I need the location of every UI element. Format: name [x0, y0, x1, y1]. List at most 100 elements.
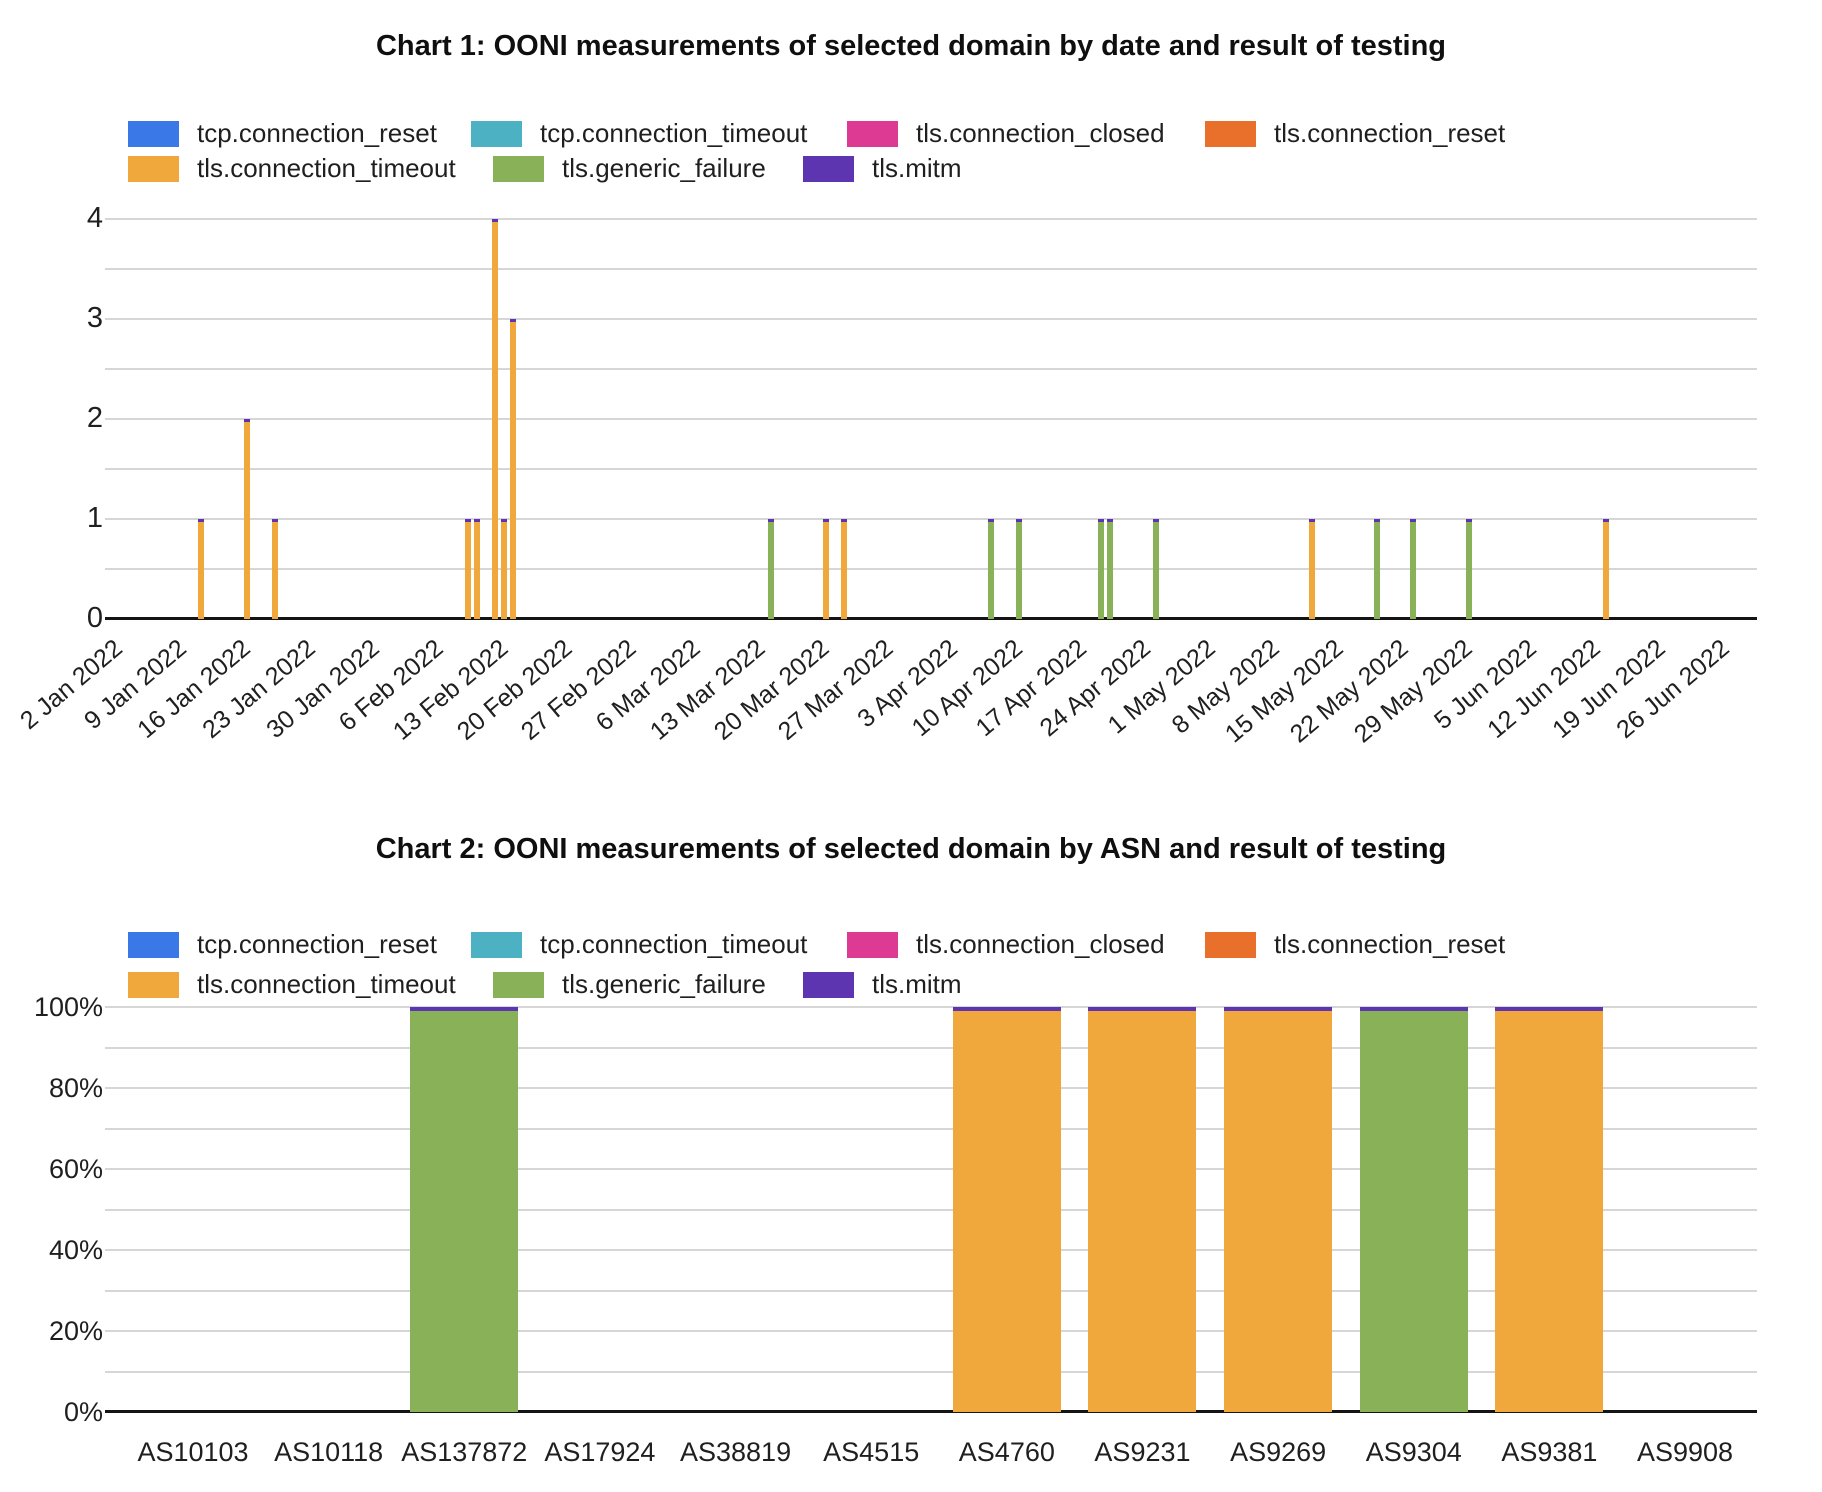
- y-tick-label: 0: [86, 602, 103, 634]
- legend-swatch-tls.connection_timeout: [128, 155, 179, 182]
- gridline: [105, 1208, 1757, 1211]
- chart2-title: Chart 2: OONI measurements of selected d…: [375, 833, 1447, 865]
- legend-item-tcp.connection_timeout: tcp.connection_timeout: [471, 929, 807, 960]
- bar-AS9231-tls.connection_timeout[interactable]: [1088, 1007, 1197, 1412]
- legend-item-tls.mitm: tls.mitm: [803, 969, 962, 1000]
- gridline: [105, 1168, 1757, 1170]
- legend-swatch-tls.generic_failure: [493, 971, 544, 998]
- x-tick-label-AS10103: AS10103: [137, 1437, 249, 1467]
- bar-17-Jan-2022-tls.connection_timeout[interactable]: [244, 419, 251, 619]
- y-tick-label: 60%: [48, 1154, 103, 1184]
- gridline: [105, 318, 1757, 320]
- legend-item-tls.connection_reset: tls.connection_reset: [1205, 118, 1505, 149]
- bar-21-Mar-2022-tls.connection_timeout[interactable]: [822, 519, 829, 619]
- gridline: [105, 518, 1757, 520]
- bar-AS4760-tls.connection_timeout[interactable]: [952, 1007, 1061, 1412]
- legend-label: tls.connection_closed: [916, 118, 1165, 148]
- legend-swatch-tls.connection_reset: [1205, 120, 1256, 147]
- bar-15-Mar-2022-tls.generic_failure[interactable]: [767, 519, 774, 619]
- legend-label: tls.mitm: [872, 969, 962, 999]
- gridline: [105, 1006, 1757, 1008]
- legend-swatch-tls.connection_closed: [847, 931, 898, 958]
- y-tick-label: 0%: [63, 1397, 103, 1427]
- legend-label: tls.mitm: [872, 153, 962, 183]
- gridline: [105, 1249, 1757, 1251]
- legend-label: tls.generic_failure: [562, 969, 766, 999]
- y-tick-label: 80%: [48, 1073, 103, 1103]
- legend-swatch-tls.connection_timeout: [128, 971, 179, 998]
- gridline: [105, 1370, 1757, 1373]
- bar-14-Jun-2022-tls.connection_timeout[interactable]: [1603, 519, 1610, 619]
- bar-AS9269-tls.connection_timeout[interactable]: [1224, 1007, 1333, 1412]
- legend-label: tcp.connection_timeout: [540, 929, 808, 959]
- legend-swatch-tls.mitm: [803, 971, 854, 998]
- x-axis-line: [105, 1410, 1757, 1413]
- legend-label: tls.connection_closed: [916, 929, 1165, 959]
- legend-item-tls.generic_failure: tls.generic_failure: [493, 969, 766, 1000]
- bar-8-Apr-2022-tls.generic_failure[interactable]: [987, 519, 994, 619]
- gridline: [105, 1046, 1757, 1049]
- bar-15-Feb-2022-tls.connection_timeout[interactable]: [510, 319, 517, 619]
- legend-swatch-tcp.connection_reset: [128, 120, 179, 147]
- y-tick-label: 3: [86, 302, 103, 334]
- y-tick-label: 40%: [48, 1235, 103, 1265]
- legend-swatch-tls.generic_failure: [493, 155, 544, 182]
- bar-30-May-2022-tls.generic_failure[interactable]: [1465, 519, 1472, 619]
- bar-11-Feb-2022-tls.connection_timeout[interactable]: [473, 519, 480, 619]
- bar-13-Feb-2022-tls.connection_timeout[interactable]: [492, 219, 499, 619]
- legend-swatch-tcp.connection_timeout: [471, 931, 522, 958]
- y-tick-label: 100%: [33, 992, 103, 1022]
- bar-AS9381-tls.connection_timeout[interactable]: [1495, 1007, 1604, 1412]
- bar-21-Apr-2022-tls.generic_failure[interactable]: [1107, 519, 1114, 619]
- bar-AS9304-tls.generic_failure[interactable]: [1359, 1007, 1468, 1412]
- legend-item-tcp.connection_timeout: tcp.connection_timeout: [471, 118, 807, 149]
- legend-item-tls.connection_closed: tls.connection_closed: [847, 118, 1165, 149]
- legend-label: tls.connection_timeout: [197, 969, 456, 999]
- bar-14-Feb-2022-tls.connection_timeout[interactable]: [501, 519, 508, 619]
- bar-13-May-2022-tls.connection_timeout[interactable]: [1309, 519, 1316, 619]
- bar-12-Jan-2022-tls.connection_timeout[interactable]: [198, 519, 205, 619]
- legend-label: tls.generic_failure: [562, 153, 766, 183]
- bar-AS137872-tls.generic_failure[interactable]: [410, 1007, 519, 1412]
- bar-11-Apr-2022-tls.generic_failure[interactable]: [1015, 519, 1022, 619]
- x-tick-label-AS9908: AS9908: [1636, 1437, 1734, 1467]
- x-tick-label-AS17924: AS17924: [544, 1437, 656, 1467]
- legend-item-tls.connection_closed: tls.connection_closed: [847, 929, 1165, 960]
- bar-23-Mar-2022-tls.connection_timeout[interactable]: [841, 519, 848, 619]
- legend-swatch-tls.connection_closed: [847, 120, 898, 147]
- x-tick-label-AS137872: AS137872: [401, 1437, 528, 1467]
- legend-item-tcp.connection_reset: tcp.connection_reset: [128, 118, 437, 149]
- legend-label: tls.connection_timeout: [197, 153, 456, 183]
- legend-label: tcp.connection_reset: [197, 929, 437, 959]
- y-tick-label: 2: [86, 402, 103, 434]
- bar-26-Apr-2022-tls.generic_failure[interactable]: [1153, 519, 1160, 619]
- bar-10-Feb-2022-tls.connection_timeout[interactable]: [464, 519, 471, 619]
- gridline: [105, 468, 1757, 470]
- legend-item-tls.connection_timeout: tls.connection_timeout: [128, 969, 456, 1000]
- gridline: [105, 568, 1757, 570]
- y-tick-label: 1: [86, 502, 103, 534]
- legend-item-tcp.connection_reset: tcp.connection_reset: [128, 929, 437, 960]
- gridline: [105, 1087, 1757, 1089]
- x-tick-label-AS9381: AS9381: [1501, 1437, 1598, 1467]
- legend-swatch-tcp.connection_reset: [128, 931, 179, 958]
- legend-swatch-tls.mitm: [803, 155, 854, 182]
- bar-20-May-2022-tls.generic_failure[interactable]: [1373, 519, 1380, 619]
- gridline: [105, 1330, 1757, 1332]
- legend-label: tls.connection_reset: [1274, 929, 1506, 959]
- legend-label: tls.connection_reset: [1274, 118, 1506, 148]
- bar-24-May-2022-tls.generic_failure[interactable]: [1410, 519, 1417, 619]
- x-tick-label-AS4760: AS4760: [958, 1437, 1055, 1467]
- legend-swatch-tls.connection_reset: [1205, 931, 1256, 958]
- legend-label: tcp.connection_reset: [197, 118, 437, 148]
- chart1-title: Chart 1: OONI measurements of selected d…: [375, 30, 1446, 62]
- x-tick-label-AS9269: AS9269: [1230, 1437, 1327, 1467]
- gridline: [105, 268, 1757, 270]
- bar-20-Jan-2022-tls.connection_timeout[interactable]: [271, 519, 278, 619]
- legend-swatch-tcp.connection_timeout: [471, 120, 522, 147]
- bar-20-Apr-2022-tls.generic_failure[interactable]: [1098, 519, 1105, 619]
- x-axis-line: [105, 617, 1757, 620]
- legend-item-tls.generic_failure: tls.generic_failure: [493, 153, 766, 184]
- legend-item-tls.connection_reset: tls.connection_reset: [1205, 929, 1505, 960]
